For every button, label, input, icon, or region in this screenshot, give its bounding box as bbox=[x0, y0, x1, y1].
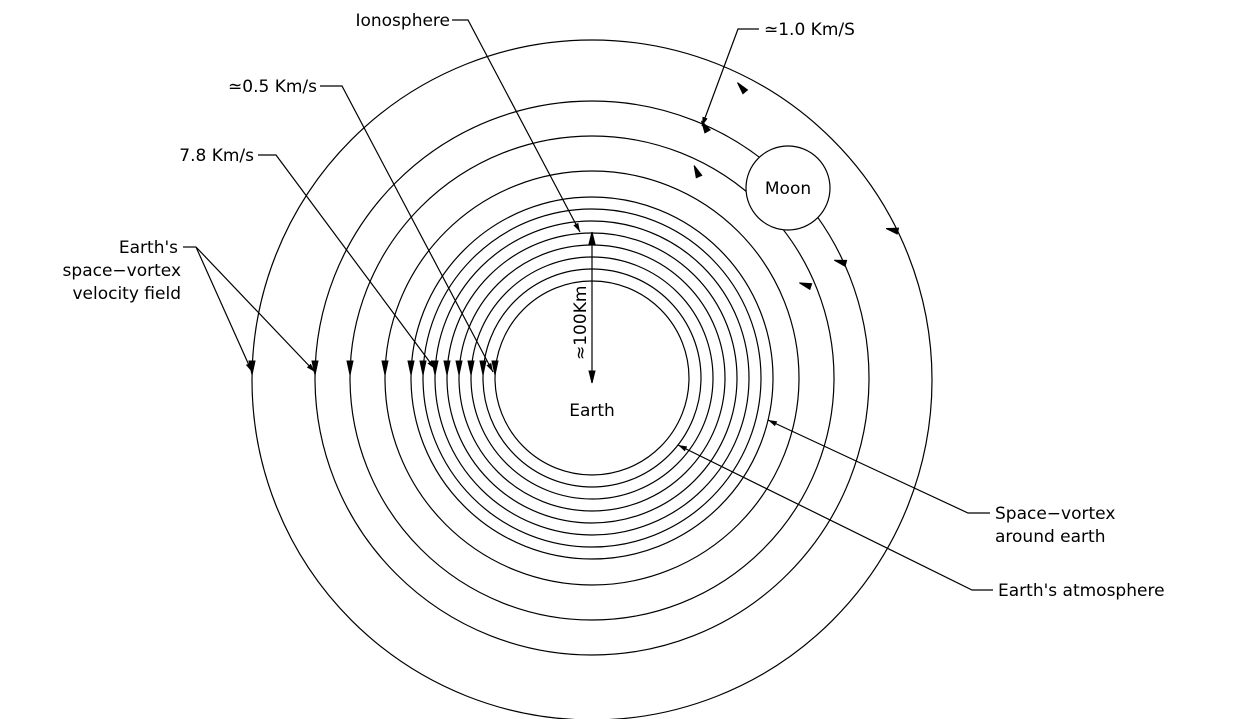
velocity-field-leader-a bbox=[195, 246, 253, 373]
vortex-label-line2: around earth bbox=[995, 527, 1105, 547]
velocity-field-leader-b bbox=[195, 246, 316, 373]
velocity-arrowheads-left bbox=[248, 360, 499, 376]
velocity-arrowhead bbox=[346, 360, 354, 376]
velocity-arrowhead bbox=[885, 227, 900, 235]
velocity-arrowhead bbox=[419, 360, 427, 376]
mid-speed-label: ≃0.5 Km/s bbox=[228, 77, 317, 97]
velocity-arrowhead bbox=[693, 165, 703, 179]
vortex-ring bbox=[251, 39, 933, 719]
earth-label: Earth bbox=[569, 401, 615, 421]
velocity-arrowhead bbox=[311, 360, 319, 376]
vortex-rings bbox=[251, 39, 933, 719]
ionosphere-leader bbox=[452, 19, 581, 233]
velocity-arrowhead bbox=[443, 360, 451, 376]
leader-lines bbox=[183, 19, 993, 591]
atmosphere-label: Earth's atmosphere bbox=[998, 581, 1165, 601]
velocity-arrowhead bbox=[455, 360, 463, 376]
moon-circle bbox=[745, 145, 831, 231]
vortex-ring bbox=[410, 196, 774, 560]
vortex-ring bbox=[384, 170, 800, 586]
atmosphere-leader bbox=[677, 444, 993, 591]
velocity-arrowhead bbox=[407, 360, 415, 376]
vortex-ring bbox=[314, 100, 870, 656]
moon-label: Moon bbox=[765, 179, 811, 199]
velocity-arrowhead bbox=[491, 360, 499, 376]
vortex-leader bbox=[767, 419, 990, 514]
velocity-arrowhead bbox=[833, 259, 848, 267]
ionosphere-label: Ionosphere bbox=[355, 11, 450, 31]
vortex-ring bbox=[434, 220, 750, 536]
outer-speed-leader bbox=[701, 28, 759, 127]
velocity-arrowhead bbox=[479, 360, 487, 376]
mid-speed-leader bbox=[320, 85, 494, 373]
height-label: ≈100Km bbox=[571, 286, 591, 360]
velocity-field-label-line3: velocity field bbox=[72, 284, 181, 304]
inner-speed-leader bbox=[258, 154, 436, 370]
vortex-ring bbox=[422, 208, 762, 548]
inner-speed-label: 7.8 Km/s bbox=[179, 146, 254, 166]
velocity-arrowhead bbox=[737, 82, 749, 95]
velocity-field-label-line2: space−vortex bbox=[63, 261, 181, 281]
vortex-label-line1: Space−vortex bbox=[995, 504, 1115, 524]
outer-speed-label: ≃1.0 Km/S bbox=[764, 20, 855, 40]
velocity-arrowhead bbox=[467, 360, 475, 376]
velocity-arrowhead bbox=[381, 360, 389, 376]
vortex-ring bbox=[349, 135, 835, 621]
velocity-arrowhead bbox=[799, 282, 813, 291]
height-dimension bbox=[588, 231, 596, 384]
velocity-field-label-line1: Earth's bbox=[119, 238, 178, 258]
